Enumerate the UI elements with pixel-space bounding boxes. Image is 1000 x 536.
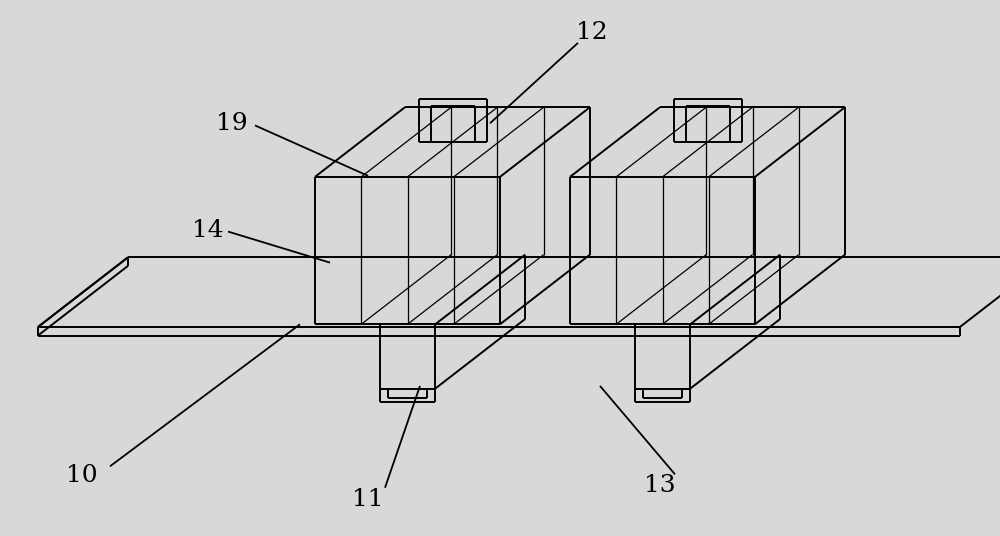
Text: 13: 13: [644, 474, 676, 496]
Text: 11: 11: [352, 488, 384, 511]
Text: 14: 14: [192, 219, 224, 242]
Text: 12: 12: [576, 21, 608, 43]
Text: 10: 10: [66, 465, 98, 487]
Text: 19: 19: [216, 112, 248, 135]
